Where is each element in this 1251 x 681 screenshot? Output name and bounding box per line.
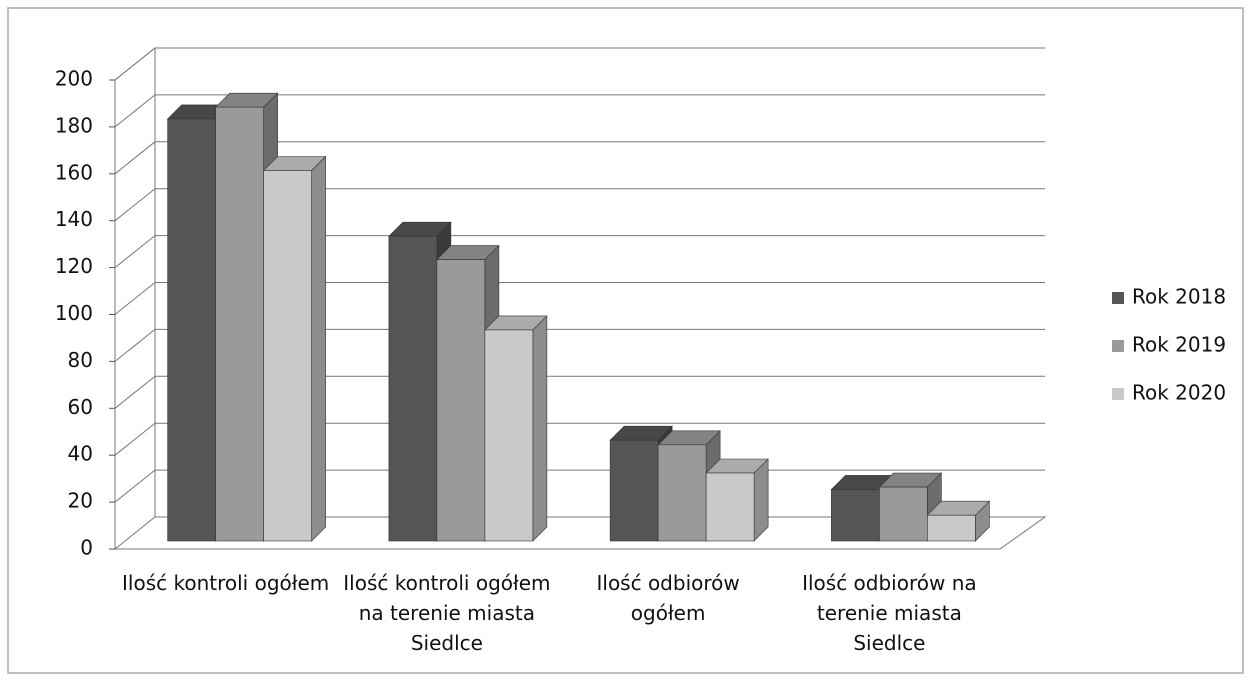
y-tick-label: 160 [55,160,93,184]
y-tick-label: 20 [68,489,93,513]
bar-side [532,315,548,542]
grid-line [114,141,1045,175]
bar [879,486,928,542]
grid-line [114,188,1045,222]
grid-line [114,282,1045,315]
bar [831,489,880,542]
y-tick-label: 200 [55,67,93,91]
bar [167,118,216,542]
y-tick-label: 100 [55,301,93,325]
x-tick-label: Ilość kontroli ogółem [122,571,330,595]
bar [609,439,659,542]
grid-line [114,235,1045,268]
x-tick-label: Ilość kontroli ogółem na terenie miasta … [343,571,551,655]
grid-line [114,328,1045,362]
bar [388,235,438,542]
bar [263,170,312,542]
bar [215,106,264,542]
legend-swatch [1112,340,1124,352]
legend-label: Rok 2020 [1132,381,1226,405]
y-tick-label: 60 [68,395,93,419]
frame [7,7,1244,674]
y-tick-label: 40 [68,442,93,466]
legend-label: Rok 2018 [1132,285,1226,309]
bar-side [311,155,326,542]
legend-swatch [1112,388,1124,400]
x-tick-label: Ilość odbiorów na terenie miasta Siedlce [802,571,977,655]
bar [927,514,976,542]
y-tick-label: 140 [55,207,93,231]
legend-label: Rok 2019 [1132,333,1226,357]
bar [436,259,486,542]
legend-swatch [1112,292,1124,304]
grid-line [114,375,1045,409]
bar [657,444,707,542]
grid-line [114,422,1045,456]
x-tick-label: Ilość odbiorów ogółem [596,571,740,625]
y-tick-label: 80 [68,348,93,372]
bar [484,329,534,542]
y-tick-label: 180 [55,113,93,137]
grid-line [114,94,1045,128]
y-tick-label: 120 [55,254,93,278]
y-tick-label: 0 [80,536,93,560]
grid-line [114,47,1045,81]
bar [705,472,755,542]
